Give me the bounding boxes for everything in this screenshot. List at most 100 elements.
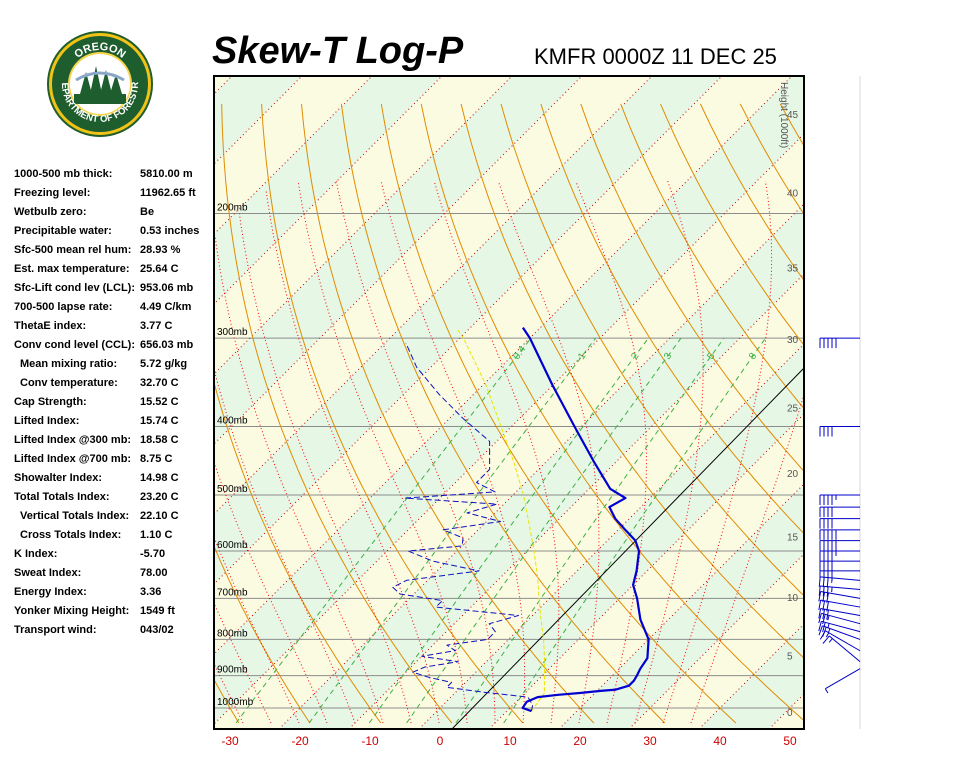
index-row: Sweat Index: 78.00 [14, 567, 214, 586]
wind-barb [819, 518, 860, 529]
reference-diagonal-line [451, 367, 804, 729]
x-tick-label: -10 [361, 734, 379, 748]
index-row: Total Totals Index: 23.20 C [14, 491, 214, 510]
mixing-ratio-label: 2 [629, 351, 641, 362]
wind-barb-flag [818, 621, 822, 632]
index-label: Vertical Totals Index: [20, 510, 130, 522]
wind-barb-shaft [821, 612, 861, 625]
moist-adiabat-line [335, 181, 496, 723]
wind-barb [819, 529, 860, 540]
index-value: 18.58 C [140, 434, 179, 446]
wind-barb-shaft [820, 599, 861, 608]
dry-adiabat-line [820, 104, 960, 723]
index-value: 22.10 C [140, 510, 179, 522]
index-row: Lifted Index: 15.74 C [14, 415, 214, 434]
index-label: Showalter Index: [14, 472, 103, 484]
wind-barb-shaft [825, 630, 861, 652]
wind-barb-shaft [820, 590, 861, 599]
x-tick-label: -20 [291, 734, 309, 748]
isotherm-band [489, 414, 804, 729]
mixing-ratio-line [455, 337, 725, 724]
pressure-label: 200mb [217, 202, 248, 213]
height-tick-label: 5 [787, 652, 793, 663]
dry-adiabat-line [660, 103, 804, 346]
wind-barb-flag [822, 577, 825, 588]
svg-text:OREGON: OREGON [72, 41, 127, 61]
index-row: Cap Strength: 15.52 C [14, 396, 214, 415]
wind-barb-shaft [820, 608, 861, 616]
index-row: ThetaE index: 3.77 C [14, 320, 214, 339]
wind-barb [822, 635, 861, 663]
wind-barb [819, 550, 860, 562]
index-row: Yonker Mixing Height: 1549 ft [14, 605, 214, 624]
index-label: Cap Strength: [14, 396, 87, 408]
pressure-label: 500mb [217, 484, 248, 495]
height-tick-label: 15 [787, 532, 799, 543]
logo-text-top: OREGON [72, 41, 127, 61]
dewpoint-profile-line [392, 342, 534, 712]
mixing-ratio-label: 3 [662, 351, 674, 362]
wind-barb [818, 612, 861, 625]
moist-adiabat-line [497, 180, 600, 724]
index-value: 32.70 C [140, 377, 179, 389]
plot-border [213, 75, 805, 730]
index-label: Sfc-500 mean rel hum: [14, 244, 132, 256]
index-value: 043/02 [140, 624, 174, 636]
wind-barb-shaft [821, 620, 861, 633]
wind-barb [819, 560, 860, 572]
dry-adiabat-line [900, 104, 960, 723]
isotherm-band [214, 76, 232, 94]
index-value: 1549 ft [140, 605, 175, 617]
dry-adiabat-line [340, 103, 666, 724]
height-tick-label: 35 [787, 263, 799, 274]
plot-area [52, 76, 960, 729]
isotherm-band [559, 484, 804, 729]
mixing-ratio-label: 1 [576, 351, 588, 362]
index-label: Freezing level: [14, 187, 91, 199]
index-label: Precipitable water: [14, 225, 112, 237]
index-value: 1.10 C [140, 529, 173, 541]
index-row: Sfc-Lift cond lev (LCL): 953.06 mb [14, 282, 214, 301]
x-tick-label: -30 [221, 734, 239, 748]
moist-adiabat-line [214, 235, 384, 724]
index-label: 700-500 lapse rate: [14, 301, 113, 313]
wind-barb-shaft [825, 668, 861, 690]
wind-barb [818, 585, 861, 597]
index-value: -5.70 [140, 548, 166, 560]
wind-barb-flag [818, 608, 822, 619]
wind-barb-flag [822, 635, 830, 644]
pressure-label: 700mb [217, 587, 248, 598]
moist-adiabat-line [214, 367, 356, 724]
wind-barb [819, 506, 860, 518]
index-row: Lifted Index @700 mb: 8.75 C [14, 453, 214, 472]
index-label: Lifted Index @700 mb: [14, 453, 132, 465]
index-row: Freezing level: 11962.65 ft [14, 187, 214, 206]
index-row: Transport wind: 043/02 [14, 624, 214, 643]
index-value: 25.64 C [140, 263, 179, 275]
x-tick-label: 30 [643, 734, 657, 748]
index-value: 4.49 C/km [140, 301, 192, 313]
moist-adiabat-line [433, 180, 560, 724]
dry-adiabat-line [52, 104, 168, 723]
wind-barb-shaft [820, 576, 861, 581]
wind-barb-shaft [822, 625, 861, 640]
index-label: K Index: [14, 548, 58, 560]
x-tick-label: 50 [783, 734, 797, 748]
index-value: 3.77 C [140, 320, 173, 332]
x-tick-label: 10 [503, 734, 517, 748]
wind-barb-half-flag [824, 688, 829, 694]
wind-barb-flag [818, 625, 823, 636]
index-row: 700-500 lapse rate: 4.49 C/km [14, 301, 214, 320]
isotherm-line [214, 76, 233, 95]
index-label: Cross Totals Index: [20, 529, 122, 541]
dry-adiabat-line [380, 103, 737, 724]
index-row: Mean mixing ratio: 5.72 g/kg [14, 358, 214, 377]
moist-adiabat-line [634, 180, 704, 724]
index-value: Be [140, 206, 155, 218]
wind-barb-shaft [829, 635, 861, 663]
index-label: Lifted Index @300 mb: [14, 434, 132, 446]
index-value: 78.00 [140, 567, 168, 579]
height-axis-title: Height (1000ft) [778, 82, 789, 148]
wind-barb-half-flag [827, 615, 830, 621]
